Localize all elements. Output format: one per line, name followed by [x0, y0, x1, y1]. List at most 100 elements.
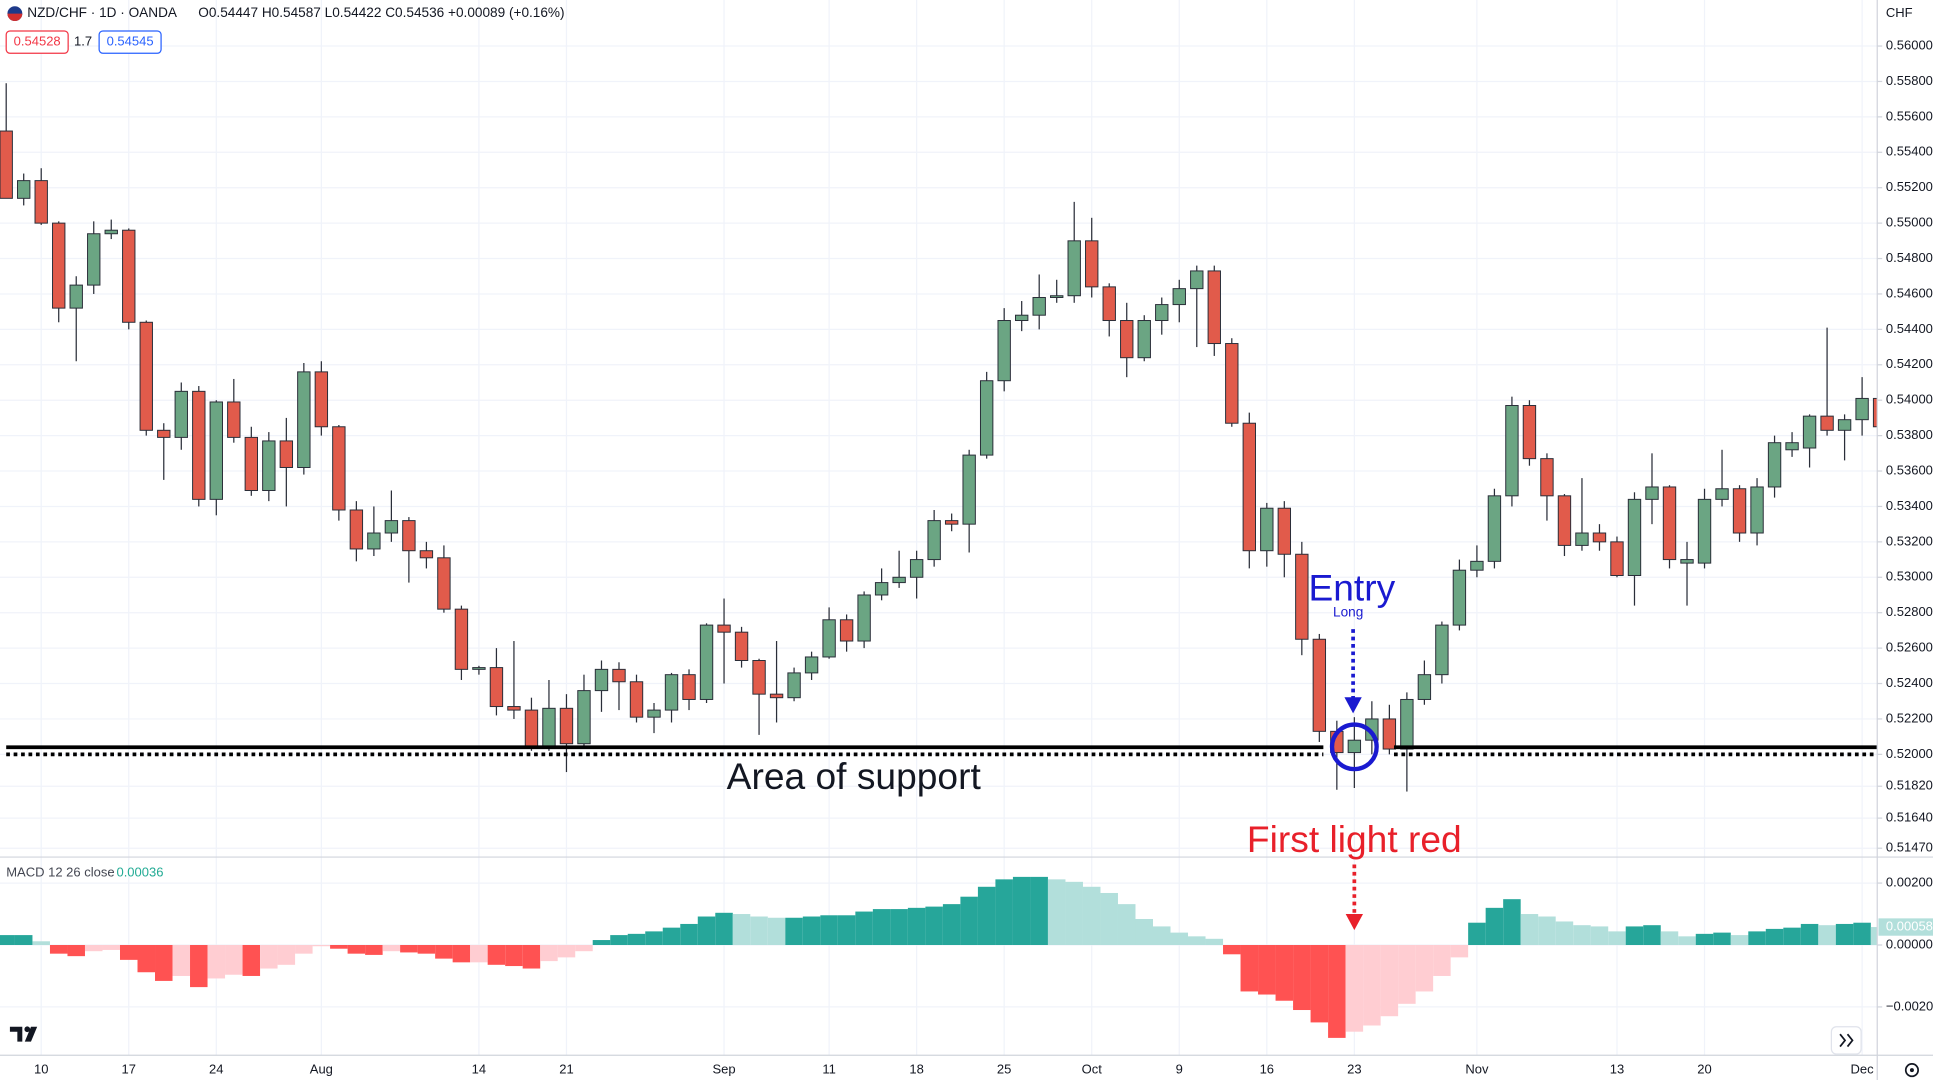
candle-body — [629, 681, 644, 718]
histogram-bar — [697, 916, 716, 945]
x-tick-label: Aug — [310, 1062, 333, 1077]
candle-body — [1855, 397, 1869, 421]
candle-body — [52, 222, 66, 309]
y-tick-label: 0.55000 — [1886, 215, 1933, 230]
entry-arrowhead — [1344, 697, 1362, 714]
y-tick-label: 0.53400 — [1886, 498, 1933, 513]
buy-price[interactable]: 0.54545 — [107, 34, 154, 49]
candle-body — [1207, 270, 1221, 345]
histogram-bar — [417, 945, 436, 954]
histogram-bar — [1853, 922, 1871, 945]
candle-body — [822, 619, 836, 658]
candle-body — [1295, 553, 1309, 640]
histogram-bar — [1275, 945, 1294, 1001]
histogram-bar — [435, 945, 453, 959]
candle-body — [419, 550, 434, 559]
candle-body — [524, 709, 539, 748]
histogram-bar — [837, 915, 856, 945]
histogram-bar — [225, 945, 243, 975]
histogram-bar — [872, 909, 891, 945]
y-tick-label: 0.55400 — [1886, 144, 1933, 159]
x-tick-label: 21 — [559, 1062, 573, 1077]
candle-body — [1697, 498, 1712, 564]
last-value-label: 0.00058 — [1886, 918, 1933, 933]
histogram-bar — [32, 941, 50, 945]
histogram-bar — [1380, 945, 1399, 1017]
histogram-bar — [1205, 938, 1224, 945]
candle-body — [1540, 458, 1554, 497]
histogram-bar — [1520, 914, 1539, 945]
candle-body — [699, 624, 714, 700]
candle-body — [87, 233, 101, 286]
histogram-bar — [942, 904, 961, 945]
histogram-bar — [1835, 923, 1854, 945]
histogram-bar — [960, 896, 978, 945]
histogram-bar — [1608, 931, 1626, 945]
y-tick-label: 0.56000 — [1886, 37, 1933, 52]
histogram-bar — [119, 945, 138, 960]
x-tick-label: Oct — [1082, 1062, 1103, 1077]
candle-body — [559, 707, 574, 745]
candle-body — [1260, 507, 1274, 552]
histogram-bar — [1695, 933, 1714, 945]
macd-arrowhead — [1345, 914, 1364, 931]
histogram-bar — [1485, 907, 1504, 945]
entry-circle — [1329, 722, 1379, 772]
histogram-bar — [1293, 945, 1311, 1011]
spread: 1.7 — [74, 34, 92, 49]
scroll-icon[interactable] — [1839, 1033, 1854, 1048]
candle-body — [1487, 495, 1502, 562]
candle-body — [1155, 304, 1169, 322]
candle-body — [1172, 288, 1186, 306]
histogram-bar — [1082, 886, 1101, 945]
currency: CHF — [1886, 5, 1913, 20]
settings-icon[interactable] — [1909, 1068, 1914, 1073]
histogram-bar — [1678, 936, 1696, 945]
candle-body — [1785, 442, 1799, 451]
histogram-bar — [1660, 931, 1679, 945]
candle-body — [1050, 295, 1064, 298]
histogram-bar — [260, 945, 278, 969]
candle-body — [1435, 624, 1449, 676]
x-tick-label: Dec — [1851, 1062, 1875, 1077]
x-tick-label: Sep — [712, 1062, 735, 1077]
histogram-bar — [750, 916, 768, 945]
support-label: Area of support — [727, 755, 982, 797]
sell-price[interactable]: 0.54528 — [14, 34, 61, 49]
y-tick-label: 0.53600 — [1886, 462, 1933, 477]
histogram-bar — [1415, 945, 1434, 992]
candle-body — [349, 509, 364, 550]
candle-body — [962, 454, 976, 525]
histogram-bar — [1800, 923, 1819, 945]
histogram-bar — [190, 945, 208, 988]
candle-body — [1557, 495, 1572, 546]
long-label: Long — [1333, 605, 1363, 620]
marks — [0, 83, 1878, 1038]
y-tick-label: 0.52600 — [1886, 640, 1933, 655]
candle-body — [297, 371, 311, 468]
histogram-bar — [522, 945, 541, 969]
histogram-bar — [1398, 945, 1416, 1004]
candle-body — [402, 520, 416, 552]
candle-body — [1137, 320, 1151, 359]
first-light-red-label: First light red — [1247, 818, 1462, 860]
sell-box[interactable] — [5, 30, 69, 54]
x-tick-label: 9 — [1176, 1062, 1183, 1077]
y-tick-label: 0.52200 — [1886, 710, 1933, 725]
buy-box[interactable] — [98, 30, 162, 54]
y-tick-label: 0.51470 — [1886, 840, 1933, 855]
histogram-bar — [1643, 925, 1661, 945]
histogram-bar — [330, 945, 348, 949]
candle-body — [752, 660, 766, 695]
scroll-button[interactable] — [1830, 1026, 1862, 1055]
candle-body — [17, 180, 31, 199]
tv-logo — [9, 1026, 38, 1042]
histogram-bar — [1783, 927, 1801, 945]
histogram-bar — [907, 907, 926, 945]
candle-body — [734, 631, 749, 662]
y-tick-label: 0.52000 — [1886, 746, 1933, 761]
candle-body — [1120, 320, 1134, 359]
candle-body — [1627, 498, 1642, 577]
settings-icon[interactable] — [1904, 1063, 1919, 1078]
